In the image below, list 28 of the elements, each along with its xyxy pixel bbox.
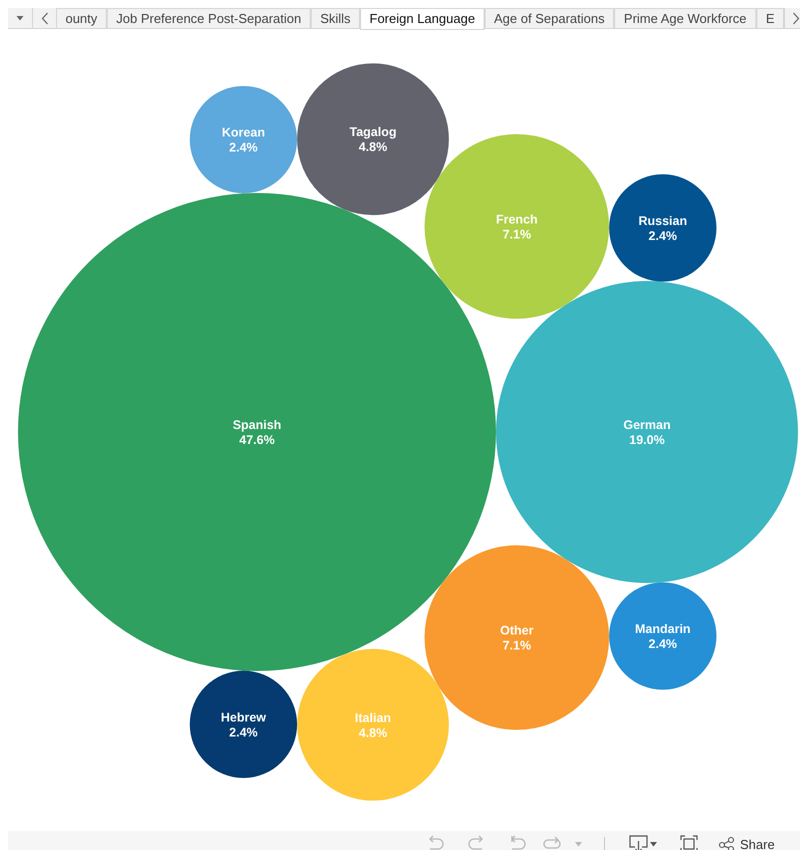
tab: Foreign Language <box>360 8 485 30</box>
data-label: 2.4% <box>229 725 258 740</box>
category-label: German <box>623 418 671 432</box>
data-label: 4.8% <box>358 140 388 154</box>
tab: Job Preference Post-Separation <box>106 8 311 29</box>
category-label: Spanish <box>232 418 282 432</box>
tab: Prime Age Workforce <box>614 8 756 29</box>
data-label: 2.4% <box>648 228 678 243</box>
data-label: 2.4% <box>648 637 678 652</box>
tab: ounty <box>56 8 107 29</box>
data-label: 2.4% <box>229 140 258 155</box>
data-label: 4.8% <box>358 726 388 740</box>
category-label: Mandarin <box>635 622 691 636</box>
data-label: 7.1% <box>502 638 532 653</box>
tab: E <box>756 8 784 29</box>
category-label: Tagalog <box>350 125 396 140</box>
data-label: 7.1% <box>502 227 532 242</box>
tab: Age of Separations <box>484 8 614 29</box>
category-label: Italian <box>354 710 392 725</box>
text: Share <box>740 837 775 850</box>
category-label: Russian <box>638 214 688 228</box>
category-label: French <box>496 212 538 226</box>
category-label: Hebrew <box>220 710 266 724</box>
category-label: Korean <box>222 126 265 140</box>
tab: Skills <box>310 8 360 29</box>
data-label: 19.0% <box>629 433 665 447</box>
data-label: 47.6% <box>239 433 275 447</box>
category-label: Other <box>500 624 534 638</box>
